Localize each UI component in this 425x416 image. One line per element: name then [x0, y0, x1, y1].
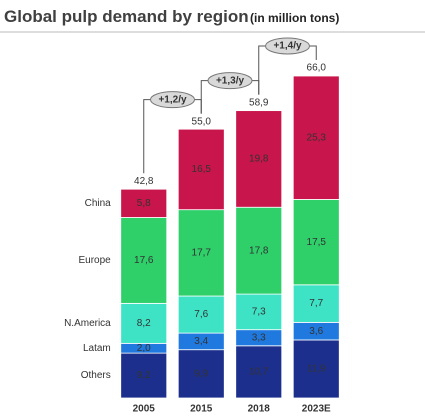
bar-segment [292, 284, 340, 323]
growth-pill [207, 72, 253, 90]
value-label: 8,2 [137, 318, 151, 329]
bar-segment [292, 339, 340, 399]
chart-title: Global pulp demand by region [4, 7, 249, 26]
x-tick-label: 2015 [190, 404, 213, 415]
value-label: 17,5 [307, 237, 327, 248]
value-label: 2,0 [137, 343, 151, 354]
bar-segment [177, 295, 225, 334]
value-label: 19,8 [249, 154, 269, 165]
bar-segment [177, 128, 225, 211]
value-label: 9,9 [194, 368, 208, 379]
chart-subtitle: (in million tons) [250, 11, 339, 25]
value-label: 17,8 [249, 245, 269, 256]
bar-segment [120, 302, 168, 344]
growth-label: +1,2/y [158, 94, 187, 105]
bar-segment [235, 345, 283, 399]
value-label: 17,6 [134, 255, 154, 266]
x-tick-label: 2005 [133, 404, 156, 415]
bar-segment [120, 217, 168, 304]
bar-segment [235, 293, 283, 331]
total-label: 55,0 [192, 116, 212, 127]
legend-label: China [85, 198, 112, 209]
x-tick-label: 2023E [302, 404, 331, 415]
legend-label: N.America [64, 318, 111, 329]
total-label: 42,8 [134, 176, 154, 187]
bar-segment [120, 352, 168, 399]
bar-segment [177, 209, 225, 297]
bar-segment [235, 110, 283, 208]
legend-label: Latam [83, 343, 111, 354]
value-label: 7,3 [252, 307, 266, 318]
bar-segment [292, 199, 340, 286]
value-label: 3,3 [252, 332, 266, 343]
value-label: 7,7 [309, 298, 323, 309]
growth-label: +1,4/y [273, 41, 302, 52]
bar-segment [120, 188, 168, 218]
total-label: 66,0 [307, 63, 327, 74]
value-label: 3,6 [309, 326, 323, 337]
value-label: 25,3 [307, 132, 327, 143]
legend-label: Europe [79, 255, 112, 266]
value-label: 16,5 [192, 164, 212, 175]
bar-segment [235, 206, 283, 295]
value-label: 17,7 [192, 247, 212, 258]
value-label: 9,2 [137, 370, 151, 381]
value-label: 5,8 [137, 198, 151, 209]
x-tick-label: 2018 [248, 404, 271, 415]
growth-label: +1,3/y [216, 75, 245, 86]
legend-label: Others [81, 370, 111, 381]
growth-pill [150, 91, 195, 109]
growth-pill [265, 37, 310, 55]
value-label: 10,7 [249, 367, 269, 378]
bar-segment [292, 75, 340, 200]
value-label: 7,6 [194, 309, 208, 320]
bar-segment [177, 349, 225, 399]
value-label: 3,4 [194, 336, 208, 347]
value-label: 11,9 [307, 364, 326, 375]
total-label: 58,9 [249, 97, 269, 108]
